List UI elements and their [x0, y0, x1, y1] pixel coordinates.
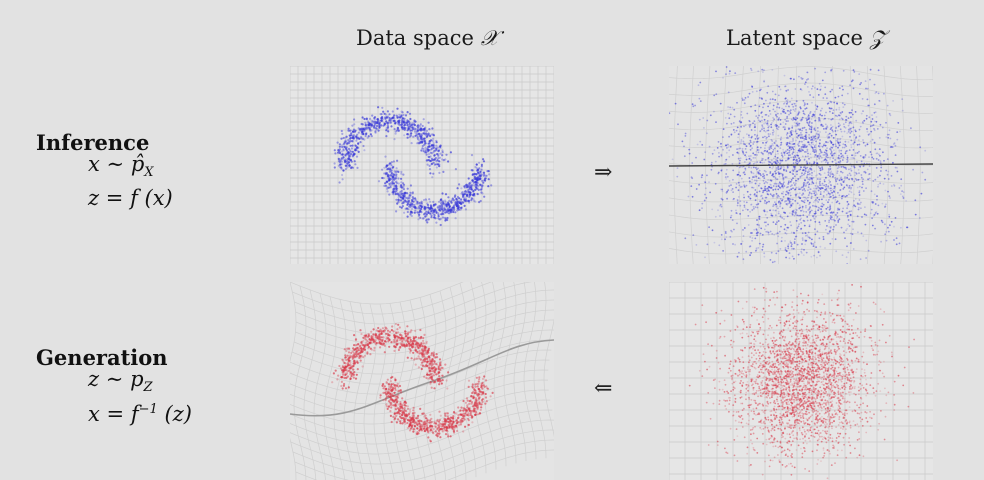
latent-scatter	[669, 66, 927, 264]
inference-title: Inference	[36, 130, 150, 155]
warped-grid	[669, 66, 933, 264]
generation-latent-plot	[669, 282, 933, 480]
panel-background	[669, 282, 933, 480]
inference-data-space-panel	[290, 66, 554, 264]
generation-latent-space-panel	[669, 282, 933, 480]
generation-title: Generation	[36, 345, 168, 370]
moons-scatter	[333, 106, 493, 227]
data-space-symbol: 𝒳	[480, 26, 499, 50]
inference-arrow: ⇒	[594, 160, 613, 185]
panel-background	[290, 66, 554, 264]
panel-background	[290, 282, 554, 480]
generation-transform-equation: x = f−1 (z)	[88, 402, 192, 426]
inference-transform-equation: z = f (x)	[88, 186, 173, 210]
generation-sampling-equation: z ∼ pZ	[88, 367, 153, 396]
data-space-title: Data space 𝒳	[356, 26, 499, 51]
moons-scatter	[331, 322, 494, 443]
generation-data-space-panel	[290, 282, 554, 480]
inference-data-plot	[290, 66, 554, 264]
inference-sampling-equation: x ∼ p̂X	[88, 152, 154, 181]
generation-arrow: ⇐	[594, 376, 613, 401]
regular-grid	[290, 66, 554, 264]
latent-space-title: Latent space 𝒵	[726, 26, 886, 51]
latent-scatter	[688, 284, 915, 480]
latent-space-label: Latent space	[726, 26, 863, 50]
latent-space-symbol: 𝒵	[869, 26, 886, 50]
generation-data-plot	[290, 282, 554, 480]
boundary-line	[669, 163, 933, 167]
inference-latent-plot	[669, 66, 933, 264]
inference-latent-space-panel	[669, 66, 933, 264]
data-space-label: Data space	[356, 26, 474, 50]
